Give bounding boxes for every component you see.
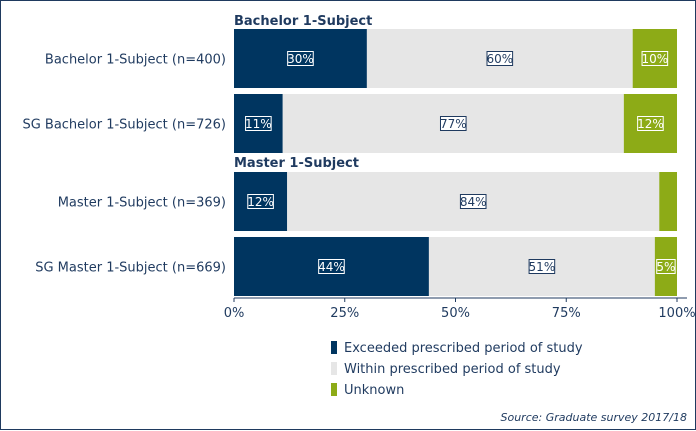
labels-layer: Bachelor 1-Subject Master 1-Subject Bachel… <box>22 14 676 276</box>
bar-segment <box>234 29 367 88</box>
x-tick-label: 25% <box>330 306 359 321</box>
legend-label: Unknown <box>344 383 404 398</box>
x-tick-label: 100% <box>658 306 695 321</box>
data-label-box <box>245 116 272 131</box>
data-label-box <box>656 259 676 274</box>
data-label: 77% <box>440 117 467 131</box>
source-note: Source: Graduate survey 2017/18 <box>501 411 688 424</box>
data-label: 84% <box>460 195 487 209</box>
data-label-box <box>318 259 345 274</box>
category-label: SG Master 1-Subject (n=669) <box>35 261 226 276</box>
data-label-box <box>439 116 467 131</box>
group-title: Master 1-Subject <box>234 156 359 171</box>
x-tick-label: 50% <box>441 306 470 321</box>
bar-segment <box>234 237 429 296</box>
legend: Exceeded prescribed period of study Withi… <box>331 341 583 398</box>
category-label: Master 1-Subject (n=369) <box>58 196 226 211</box>
data-label-box <box>528 259 556 274</box>
data-label: 44% <box>318 260 345 274</box>
legend-swatch <box>331 362 337 375</box>
data-label-box <box>637 116 664 131</box>
legend-swatch <box>331 383 337 396</box>
data-label: 10% <box>642 52 669 66</box>
data-label: 30% <box>287 52 314 66</box>
x-tick-label: 0% <box>224 306 245 321</box>
legend-swatch <box>331 341 337 354</box>
data-label-box <box>641 51 669 66</box>
legend-label: Within prescribed period of study <box>344 362 561 377</box>
data-label: 12% <box>637 117 664 131</box>
bar-segment <box>659 172 677 231</box>
bar-segment <box>623 94 677 153</box>
data-label-box <box>247 194 274 209</box>
x-tick-label: 75% <box>552 306 581 321</box>
category-label: Bachelor 1-Subject (n=400) <box>45 53 226 68</box>
data-label-box <box>459 194 487 209</box>
bar-segment <box>654 237 677 296</box>
category-label: SG Bachelor 1-Subject (n=726) <box>22 118 226 133</box>
bar-segment <box>632 29 677 88</box>
data-label: 51% <box>529 260 556 274</box>
group-title: Bachelor 1-Subject <box>234 14 372 29</box>
data-label: 5% <box>656 260 675 274</box>
data-label: 12% <box>247 195 274 209</box>
legend-label: Exceeded prescribed period of study <box>344 341 583 356</box>
data-label: 60% <box>486 52 513 66</box>
x-axis: 0% 25% 50% 75% 100% <box>224 297 696 321</box>
data-label-box <box>486 51 514 66</box>
data-label-box <box>287 51 314 66</box>
data-label: 11% <box>245 117 272 131</box>
bar-segment <box>234 172 288 231</box>
bar-segment <box>234 94 283 153</box>
